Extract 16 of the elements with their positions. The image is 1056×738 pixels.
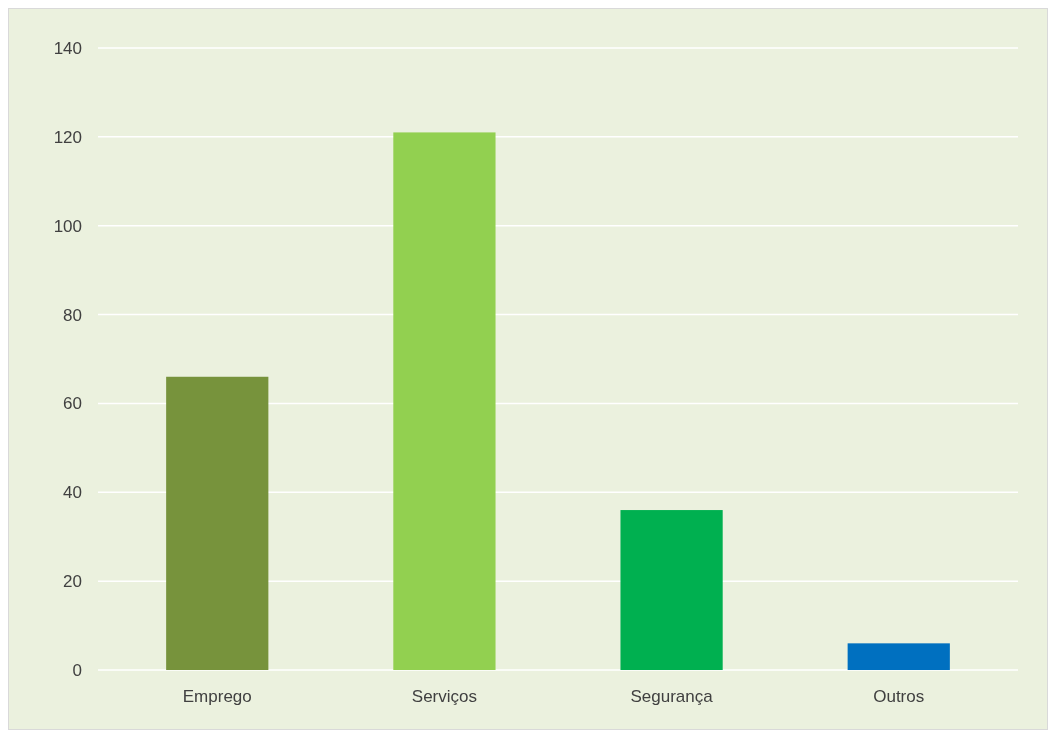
y-tick-label: 20 <box>63 572 82 592</box>
y-tick-label: 0 <box>72 660 82 680</box>
x-tick-label: Segurança <box>630 687 714 706</box>
bar <box>847 643 950 670</box>
y-tick-label: 100 <box>53 216 82 236</box>
x-tick-label: Outros <box>873 687 925 706</box>
y-tick-label: 120 <box>53 127 82 147</box>
y-tick-label: 40 <box>63 483 82 503</box>
bar <box>166 376 269 670</box>
x-tick-label: Emprego <box>182 687 252 706</box>
y-tick-label: 60 <box>63 394 82 414</box>
y-tick-label: 140 <box>53 38 82 58</box>
bar <box>393 132 496 670</box>
y-tick-label: 80 <box>63 305 82 325</box>
bar <box>620 510 723 670</box>
x-tick-label: Serviços <box>411 687 478 706</box>
